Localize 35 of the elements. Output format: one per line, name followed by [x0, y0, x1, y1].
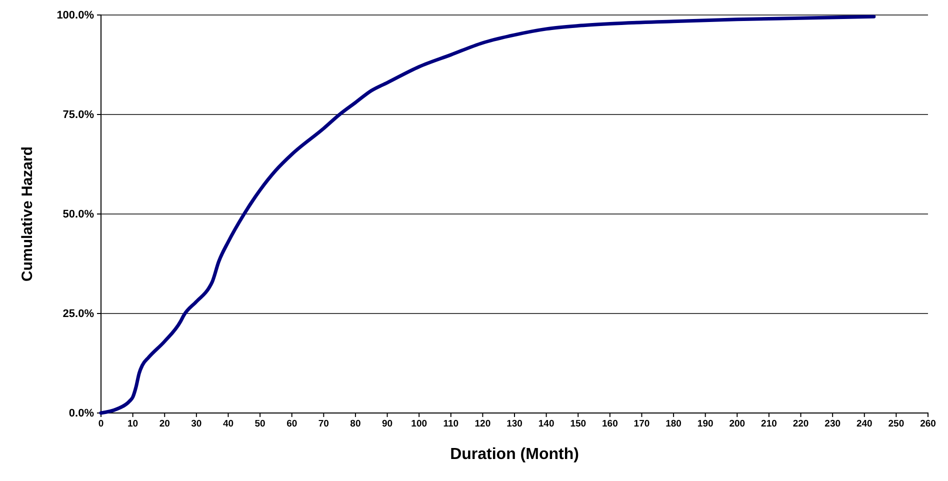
x-tick-label: 140 [538, 418, 554, 430]
x-tick-label: 50 [254, 418, 266, 430]
x-tick-label: 240 [856, 418, 872, 430]
x-tick-label: 150 [570, 418, 586, 430]
x-tick-label: 80 [350, 418, 361, 430]
line-series [99, 14, 876, 415]
x-tick-label: 110 [443, 418, 459, 430]
y-tick-label: 50.0% [62, 208, 94, 221]
x-tick-label: 120 [474, 418, 491, 430]
x-tick-label: 190 [697, 418, 714, 430]
y-tick-label: 0.0% [68, 408, 94, 420]
x-tick-label: 40 [222, 418, 234, 430]
x-tick-label: 210 [761, 418, 777, 430]
x-tick-label: 10 [128, 418, 138, 430]
y-tick-label: 25.0% [62, 308, 94, 320]
x-tick-label: 230 [824, 418, 841, 430]
x-axis-title: Duration (Month) [450, 446, 579, 463]
x-tick-label: 200 [729, 418, 746, 430]
x-tick-label: 260 [920, 418, 936, 430]
x-tick-label: 130 [506, 418, 522, 430]
x-tick-label: 100 [411, 418, 428, 430]
x-tick-label: 30 [191, 418, 202, 430]
x-tick-label: 180 [666, 418, 682, 430]
x-tick-label: 0 [98, 418, 104, 430]
y-axis-title: Cumulative Hazard [19, 146, 36, 282]
x-tick-label: 220 [792, 418, 809, 430]
x-tick-label: 250 [888, 418, 904, 430]
x-tick-label: 20 [159, 418, 170, 430]
y-tick-label: 100.0% [56, 10, 94, 22]
x-tick-label: 60 [286, 418, 298, 430]
x-tick-label: 170 [634, 418, 650, 430]
x-tick-label: 90 [382, 418, 393, 430]
x-tick-label: 70 [318, 418, 329, 430]
x-tick-label: 160 [602, 418, 618, 430]
y-tick-label: 75.0% [62, 109, 94, 122]
